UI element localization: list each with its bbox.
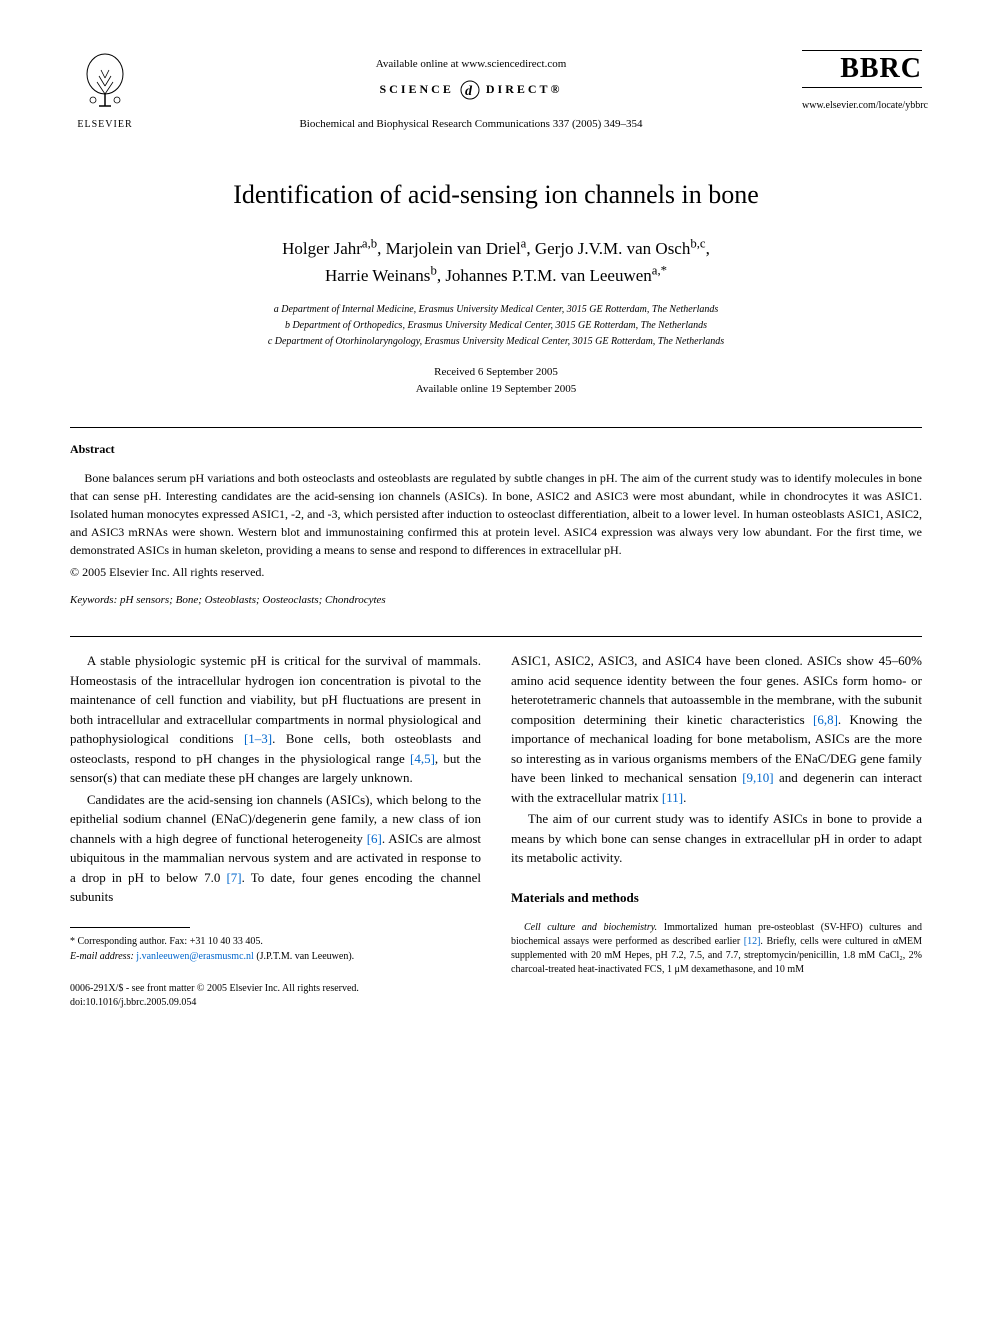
bbrc-logo: BBRC — [802, 50, 922, 88]
abstract-heading: Abstract — [70, 442, 922, 457]
elsevier-logo: ELSEVIER — [70, 50, 140, 130]
citation[interactable]: [12] — [744, 936, 761, 947]
header-center: Available online at www.sciencedirect.co… — [140, 50, 802, 130]
citation[interactable]: [9,10] — [742, 770, 773, 785]
sciencedirect-text: SCIENCE — [380, 82, 454, 96]
doi-block: 0006-291X/$ - see front matter © 2005 El… — [70, 982, 481, 1010]
body-p1: A stable physiologic systemic pH is crit… — [70, 651, 481, 788]
citation[interactable]: [1–3] — [244, 731, 272, 746]
affiliation-c: c Department of Otorhinolaryngology, Era… — [70, 334, 922, 350]
body-p4: The aim of our current study was to iden… — [511, 809, 922, 868]
methods-text: Cell culture and biochemistry. Immortali… — [511, 921, 922, 977]
right-column: ASIC1, ASIC2, ASIC3, and ASIC4 have been… — [511, 651, 922, 1010]
elsevier-label: ELSEVIER — [70, 119, 140, 130]
svg-text:d: d — [465, 84, 475, 99]
issn-line: 0006-291X/$ - see front matter © 2005 El… — [70, 982, 481, 996]
doi-line: doi:10.1016/j.bbrc.2005.09.054 — [70, 996, 481, 1010]
corresponding-author: * Corresponding author. Fax: +31 10 40 3… — [70, 934, 481, 964]
citation[interactable]: [6] — [367, 831, 382, 846]
citation[interactable]: [6,8] — [813, 712, 838, 727]
abstract-text: Bone balances serum pH variations and bo… — [70, 469, 922, 559]
email-link[interactable]: j.vanleeuwen@erasmusmc.nl — [136, 951, 254, 962]
authors-line-2: Harrie Weinansb, Johannes P.T.M. van Lee… — [325, 266, 667, 285]
methods-heading: Materials and methods — [511, 888, 922, 908]
article-dates: Received 6 September 2005 Available onli… — [70, 364, 922, 397]
footer-divider — [70, 927, 190, 928]
corresponding-fax: * Corresponding author. Fax: +31 10 40 3… — [70, 934, 481, 949]
authors: Holger Jahra,b, Marjolein van Driela, Ge… — [70, 234, 922, 288]
elsevier-tree-icon — [75, 50, 135, 110]
body-p2: Candidates are the acid-sensing ion chan… — [70, 790, 481, 907]
citation[interactable]: [4,5] — [410, 751, 435, 766]
sciencedirect-d-icon: d — [460, 80, 480, 100]
divider — [70, 427, 922, 428]
citation[interactable]: [11] — [662, 790, 683, 805]
affiliation-b: b Department of Orthopedics, Erasmus Uni… — [70, 318, 922, 334]
online-date: Available online 19 September 2005 — [70, 381, 922, 398]
body-columns: A stable physiologic systemic pH is crit… — [70, 651, 922, 1010]
citation[interactable]: [7] — [226, 870, 241, 885]
divider — [70, 636, 922, 637]
sciencedirect-logo: SCIENCE d DIRECT® — [140, 80, 802, 100]
journal-url: www.elsevier.com/locate/ybbrc — [802, 100, 922, 111]
methods-lead: Cell culture and biochemistry. — [524, 922, 657, 933]
article-title: Identification of acid-sensing ion chann… — [70, 180, 922, 210]
left-column: A stable physiologic systemic pH is crit… — [70, 651, 481, 1010]
journal-reference: Biochemical and Biophysical Research Com… — [140, 118, 802, 130]
sciencedirect-text2: DIRECT® — [486, 82, 563, 96]
corresponding-email-line: E-mail address: j.vanleeuwen@erasmusmc.n… — [70, 949, 481, 964]
affiliations: a Department of Internal Medicine, Erasm… — [70, 302, 922, 350]
authors-line-1: Holger Jahra,b, Marjolein van Driela, Ge… — [282, 239, 710, 258]
bbrc-block: BBRC www.elsevier.com/locate/ybbrc — [802, 50, 922, 111]
received-date: Received 6 September 2005 — [70, 364, 922, 381]
available-online-text: Available online at www.sciencedirect.co… — [140, 58, 802, 70]
abstract-copyright: © 2005 Elsevier Inc. All rights reserved… — [70, 565, 922, 580]
body-p3: ASIC1, ASIC2, ASIC3, and ASIC4 have been… — [511, 651, 922, 807]
page-header: ELSEVIER Available online at www.science… — [70, 50, 922, 130]
keywords: Keywords: pH sensors; Bone; Osteoblasts;… — [70, 594, 922, 606]
affiliation-a: a Department of Internal Medicine, Erasm… — [70, 302, 922, 318]
